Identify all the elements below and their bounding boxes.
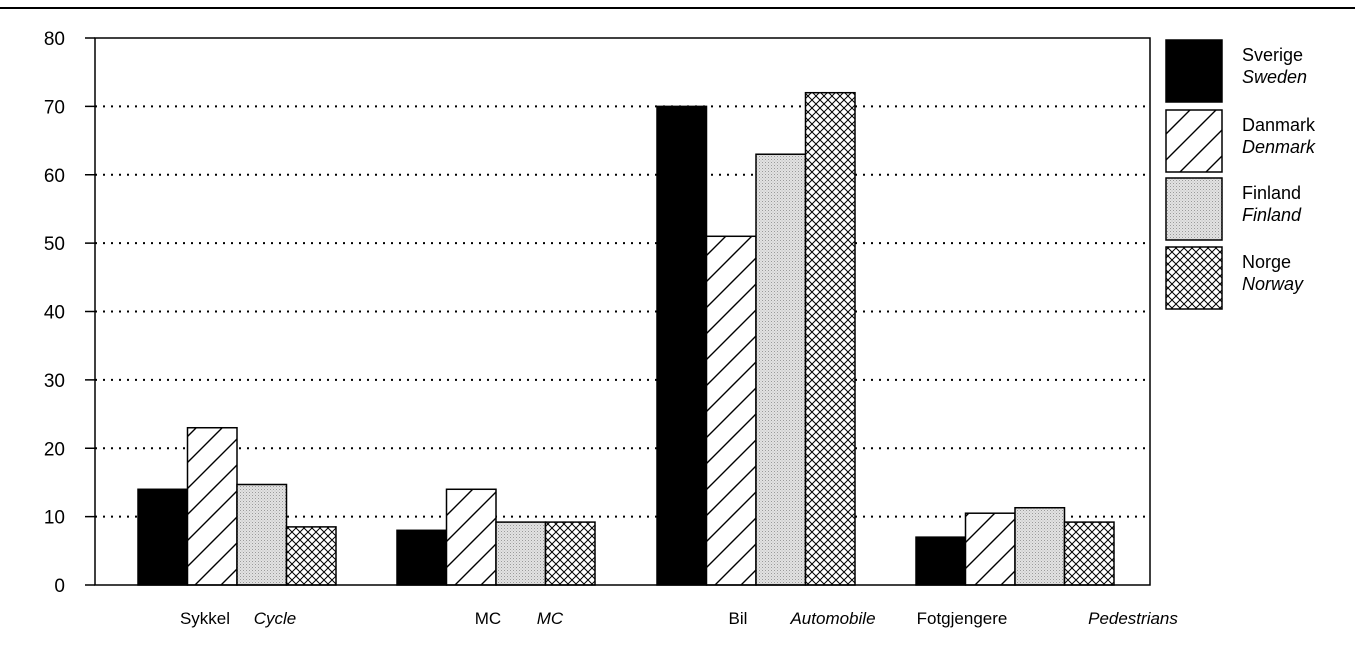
x-tick-label: MC MC xyxy=(475,609,564,628)
legend-label-english: Sweden xyxy=(1242,67,1307,87)
bar xyxy=(705,235,757,586)
bar-group xyxy=(915,506,1115,586)
y-tick-label: 30 xyxy=(44,371,65,392)
y-tick-label: 10 xyxy=(44,508,65,529)
bars xyxy=(137,91,1115,586)
x-tick-label: Fotgjengere Pedestrians xyxy=(917,609,1179,628)
x-tick-label: Bil Automobile xyxy=(729,609,876,628)
bar xyxy=(755,153,807,586)
legend-swatch xyxy=(1165,177,1223,241)
y-tick-label: 70 xyxy=(44,97,65,118)
legend-swatch xyxy=(1165,246,1223,310)
bar xyxy=(396,529,448,586)
bar xyxy=(915,536,967,586)
y-tick-label: 60 xyxy=(44,166,65,187)
bar xyxy=(544,521,596,586)
legend-swatch xyxy=(1165,39,1223,103)
legend-label-english: Norway xyxy=(1242,274,1304,294)
bar xyxy=(804,91,856,586)
legend-label: Finland xyxy=(1242,183,1301,203)
bar xyxy=(445,488,497,586)
y-tick-label: 40 xyxy=(44,303,65,324)
bar-group xyxy=(396,488,596,586)
y-axis: 0 10 20 30 40 50 60 70 80 xyxy=(44,29,95,597)
legend-label: Norge xyxy=(1242,252,1291,272)
legend-label-english: Finland xyxy=(1242,205,1302,225)
gridlines xyxy=(95,105,1150,518)
x-label-english: Pedestrians xyxy=(1088,609,1178,628)
x-label-english: Automobile xyxy=(789,609,875,628)
x-label-english: MC xyxy=(537,609,564,628)
bar xyxy=(186,426,238,586)
y-tick-label: 80 xyxy=(44,29,65,50)
legend-label-english: Denmark xyxy=(1242,137,1316,157)
x-label-norwegian: Bil xyxy=(729,609,748,628)
bar xyxy=(495,521,547,586)
bar xyxy=(1063,521,1115,586)
y-tick-label: 20 xyxy=(44,439,65,460)
legend-label: Danmark xyxy=(1242,115,1316,135)
legend-label: Sverige xyxy=(1242,45,1303,65)
x-label-norwegian: Fotgjengere xyxy=(917,609,1008,628)
bar xyxy=(964,512,1016,586)
legend-swatch xyxy=(1165,109,1223,173)
x-label-norwegian: MC xyxy=(475,609,501,628)
bar xyxy=(236,483,288,586)
y-tick-label: 0 xyxy=(54,576,65,597)
bar xyxy=(1014,506,1066,586)
bar-group xyxy=(137,426,337,586)
bar xyxy=(285,526,337,586)
x-tick-label: Sykkel Cycle xyxy=(180,609,296,628)
bar-group xyxy=(656,91,856,586)
x-axis: Sykkel Cycle MC MC Bil Automobile Fotgjengere P… xyxy=(180,609,1178,628)
x-label-norwegian: Sykkel xyxy=(180,609,230,628)
bar xyxy=(656,105,708,586)
x-label-english: Cycle xyxy=(254,609,297,628)
y-tick-label: 50 xyxy=(44,234,65,255)
bar xyxy=(137,488,189,586)
legend: SverigeSwedenDanmarkDenmarkFinlandFinlan… xyxy=(1165,39,1316,310)
